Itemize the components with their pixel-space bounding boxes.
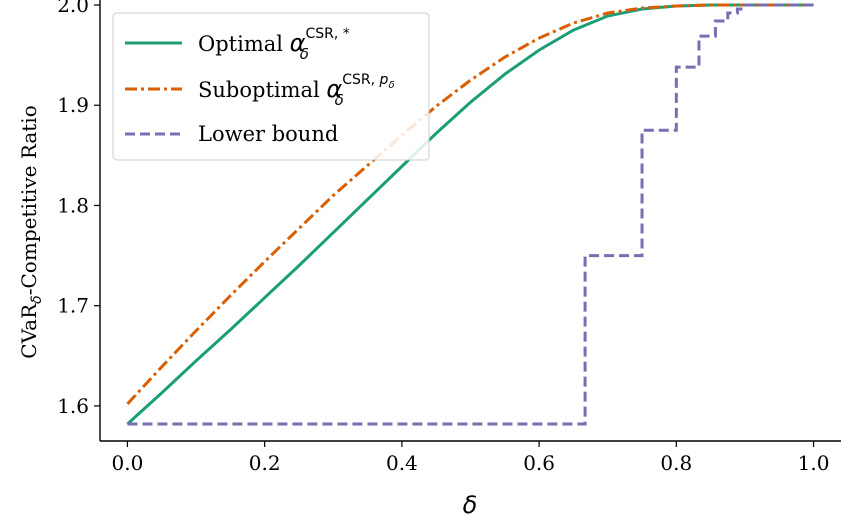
y-tick-label: 1.9 — [57, 93, 89, 117]
x-tick-label: 0.0 — [112, 451, 144, 475]
y-axis-label-sub: δ — [29, 295, 45, 304]
legend-label-suboptimal: Suboptimal αCSR, pδ δ — [198, 72, 395, 109]
series-line-lower-bound — [127, 3, 814, 426]
y-axis-label-suffix: -Competitive Ratio — [17, 105, 41, 295]
x-axis-label: δ — [463, 491, 478, 519]
y-axis-label: CVaRδ-Competitive Ratio — [17, 105, 45, 358]
y-tick-label: 1.6 — [57, 394, 89, 418]
x-tick-label: 0.2 — [249, 451, 281, 475]
y-axis-label-prefix: CVaR — [17, 303, 41, 359]
x-tick-label: 1.0 — [798, 451, 830, 475]
series-layer — [126, 3, 814, 426]
x-tick-label: 0.8 — [660, 451, 692, 475]
legend-label-optimal: Optimal αCSR, * δ — [198, 26, 350, 63]
x-tick-label: 0.4 — [386, 451, 418, 475]
legend: Optimal αCSR, * δ Suboptimal αCSR, pδ δ Lo… — [112, 12, 430, 161]
svg-text:CVaRδ-Competitive Ratio: CVaRδ-Competitive Ratio — [17, 105, 45, 358]
legend-box — [112, 12, 430, 161]
y-tick-label: 2.0 — [57, 0, 89, 17]
series-line-suboptimal — [126, 3, 814, 405]
axes: 0.0 0.2 0.4 0.6 0.8 1.0 1.6 1.7 1.8 1.9 2.0 — [57, 0, 841, 475]
legend-label-lower-bound: Lower bound — [198, 122, 338, 146]
x-tick-label: 0.6 — [523, 451, 555, 475]
y-tick-label: 1.8 — [57, 193, 89, 217]
y-tick-label: 1.7 — [57, 294, 89, 318]
